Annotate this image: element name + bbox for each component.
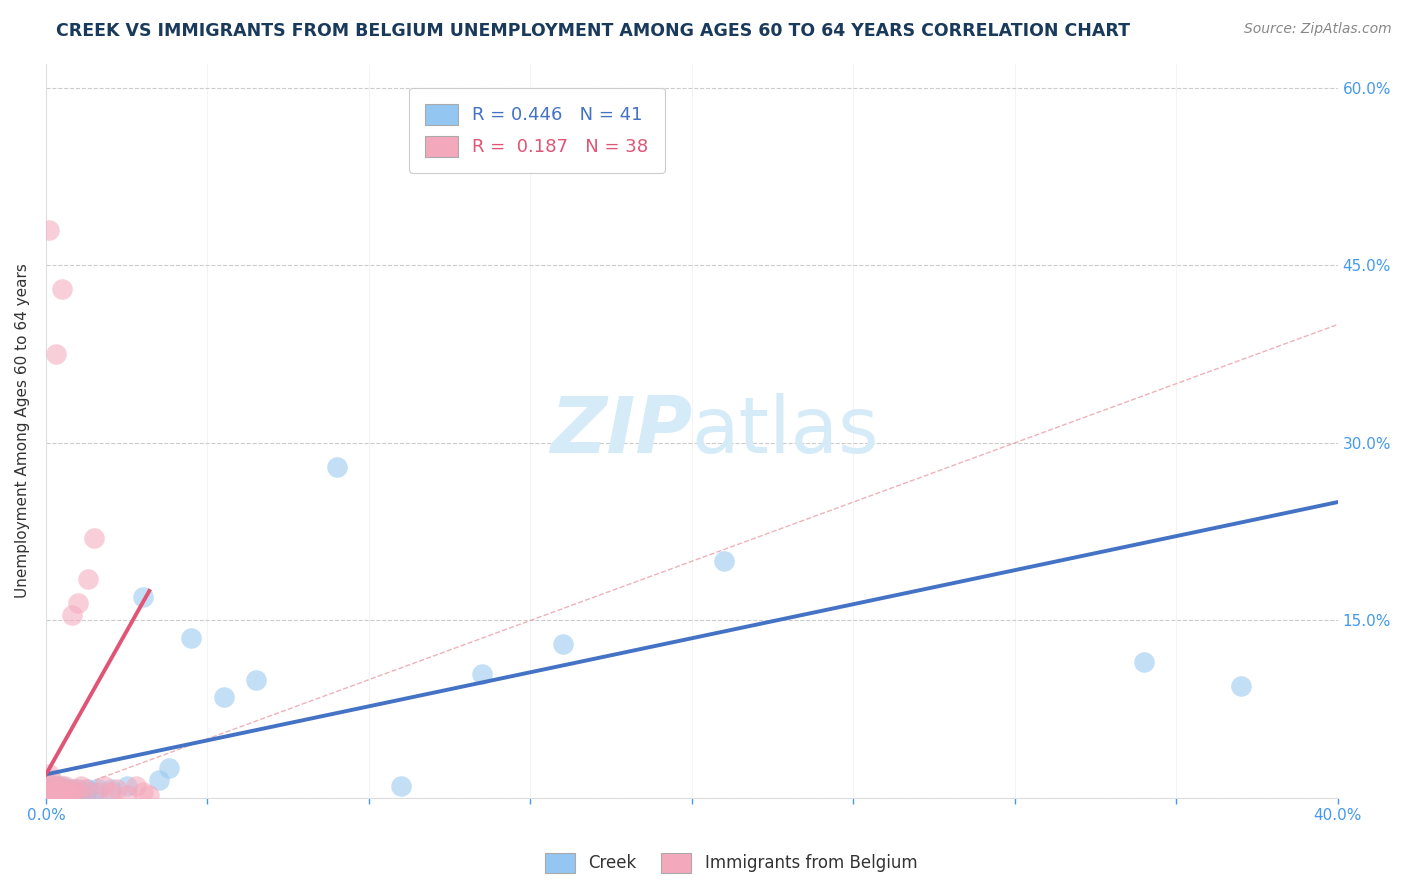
Point	[67, 596, 90, 610]
Point	[70, 779, 93, 793]
Point	[180, 632, 202, 646]
Point	[51, 781, 73, 796]
Point	[245, 673, 267, 687]
Point	[60, 607, 83, 622]
Point	[125, 779, 148, 793]
Point	[48, 785, 70, 799]
Point	[148, 773, 170, 788]
Point	[51, 788, 73, 802]
Point	[389, 779, 412, 793]
Point	[48, 788, 70, 802]
Point	[45, 347, 67, 361]
Point	[38, 785, 60, 799]
Point	[325, 459, 347, 474]
Point	[67, 785, 90, 799]
Point	[45, 785, 67, 799]
Text: Source: ZipAtlas.com: Source: ZipAtlas.com	[1244, 22, 1392, 37]
Point	[83, 785, 105, 799]
Point	[41, 788, 63, 802]
Point	[63, 785, 86, 799]
Point	[77, 781, 100, 796]
Point	[67, 788, 90, 802]
Text: ZIP: ZIP	[550, 393, 692, 469]
Point	[60, 788, 83, 802]
Legend: R = 0.446   N = 41, R =  0.187   N = 38: R = 0.446 N = 41, R = 0.187 N = 38	[409, 87, 665, 173]
Point	[132, 785, 155, 799]
Point	[48, 788, 70, 802]
Point	[45, 785, 67, 799]
Text: CREEK VS IMMIGRANTS FROM BELGIUM UNEMPLOYMENT AMONG AGES 60 TO 64 YEARS CORRELAT: CREEK VS IMMIGRANTS FROM BELGIUM UNEMPLO…	[56, 22, 1130, 40]
Point	[48, 779, 70, 793]
Point	[51, 282, 73, 296]
Point	[53, 788, 76, 802]
Point	[83, 531, 105, 545]
Point	[115, 779, 138, 793]
Point	[41, 781, 63, 796]
Text: #D6EBF8: #D6EBF8	[692, 430, 699, 431]
Point	[38, 777, 60, 791]
Point	[38, 223, 60, 237]
Point	[58, 785, 80, 799]
Point	[86, 785, 108, 799]
Point	[100, 781, 122, 796]
Point	[157, 762, 180, 776]
Point	[63, 781, 86, 796]
Point	[58, 788, 80, 802]
Point	[41, 788, 63, 802]
Point	[51, 788, 73, 802]
Point	[86, 781, 108, 796]
Point	[45, 788, 67, 802]
Point	[51, 779, 73, 793]
Point	[132, 590, 155, 604]
Point	[212, 690, 235, 705]
Point	[58, 788, 80, 802]
Text: atlas: atlas	[692, 393, 879, 469]
Point	[58, 781, 80, 796]
Point	[1133, 655, 1156, 669]
Point	[60, 788, 83, 802]
Point	[38, 779, 60, 793]
Point	[60, 781, 83, 796]
Point	[38, 767, 60, 781]
Point	[41, 773, 63, 788]
Point	[93, 779, 115, 793]
Point	[45, 788, 67, 802]
Point	[53, 785, 76, 799]
Point	[138, 788, 160, 802]
Point	[471, 666, 494, 681]
Point	[53, 779, 76, 793]
Point	[51, 785, 73, 799]
Point	[100, 785, 122, 799]
Point	[45, 779, 67, 793]
Point	[53, 781, 76, 796]
Point	[41, 781, 63, 796]
Point	[38, 785, 60, 799]
Point	[713, 554, 735, 568]
Y-axis label: Unemployment Among Ages 60 to 64 years: Unemployment Among Ages 60 to 64 years	[15, 264, 30, 599]
Point	[73, 788, 96, 802]
Legend: Creek, Immigrants from Belgium: Creek, Immigrants from Belgium	[538, 847, 924, 880]
Point	[48, 781, 70, 796]
Point	[70, 785, 93, 799]
Point	[77, 572, 100, 586]
Point	[551, 637, 574, 651]
Point	[45, 779, 67, 793]
Point	[73, 781, 96, 796]
Point	[115, 788, 138, 802]
Point	[1229, 679, 1251, 693]
Point	[105, 781, 128, 796]
Point	[67, 781, 90, 796]
